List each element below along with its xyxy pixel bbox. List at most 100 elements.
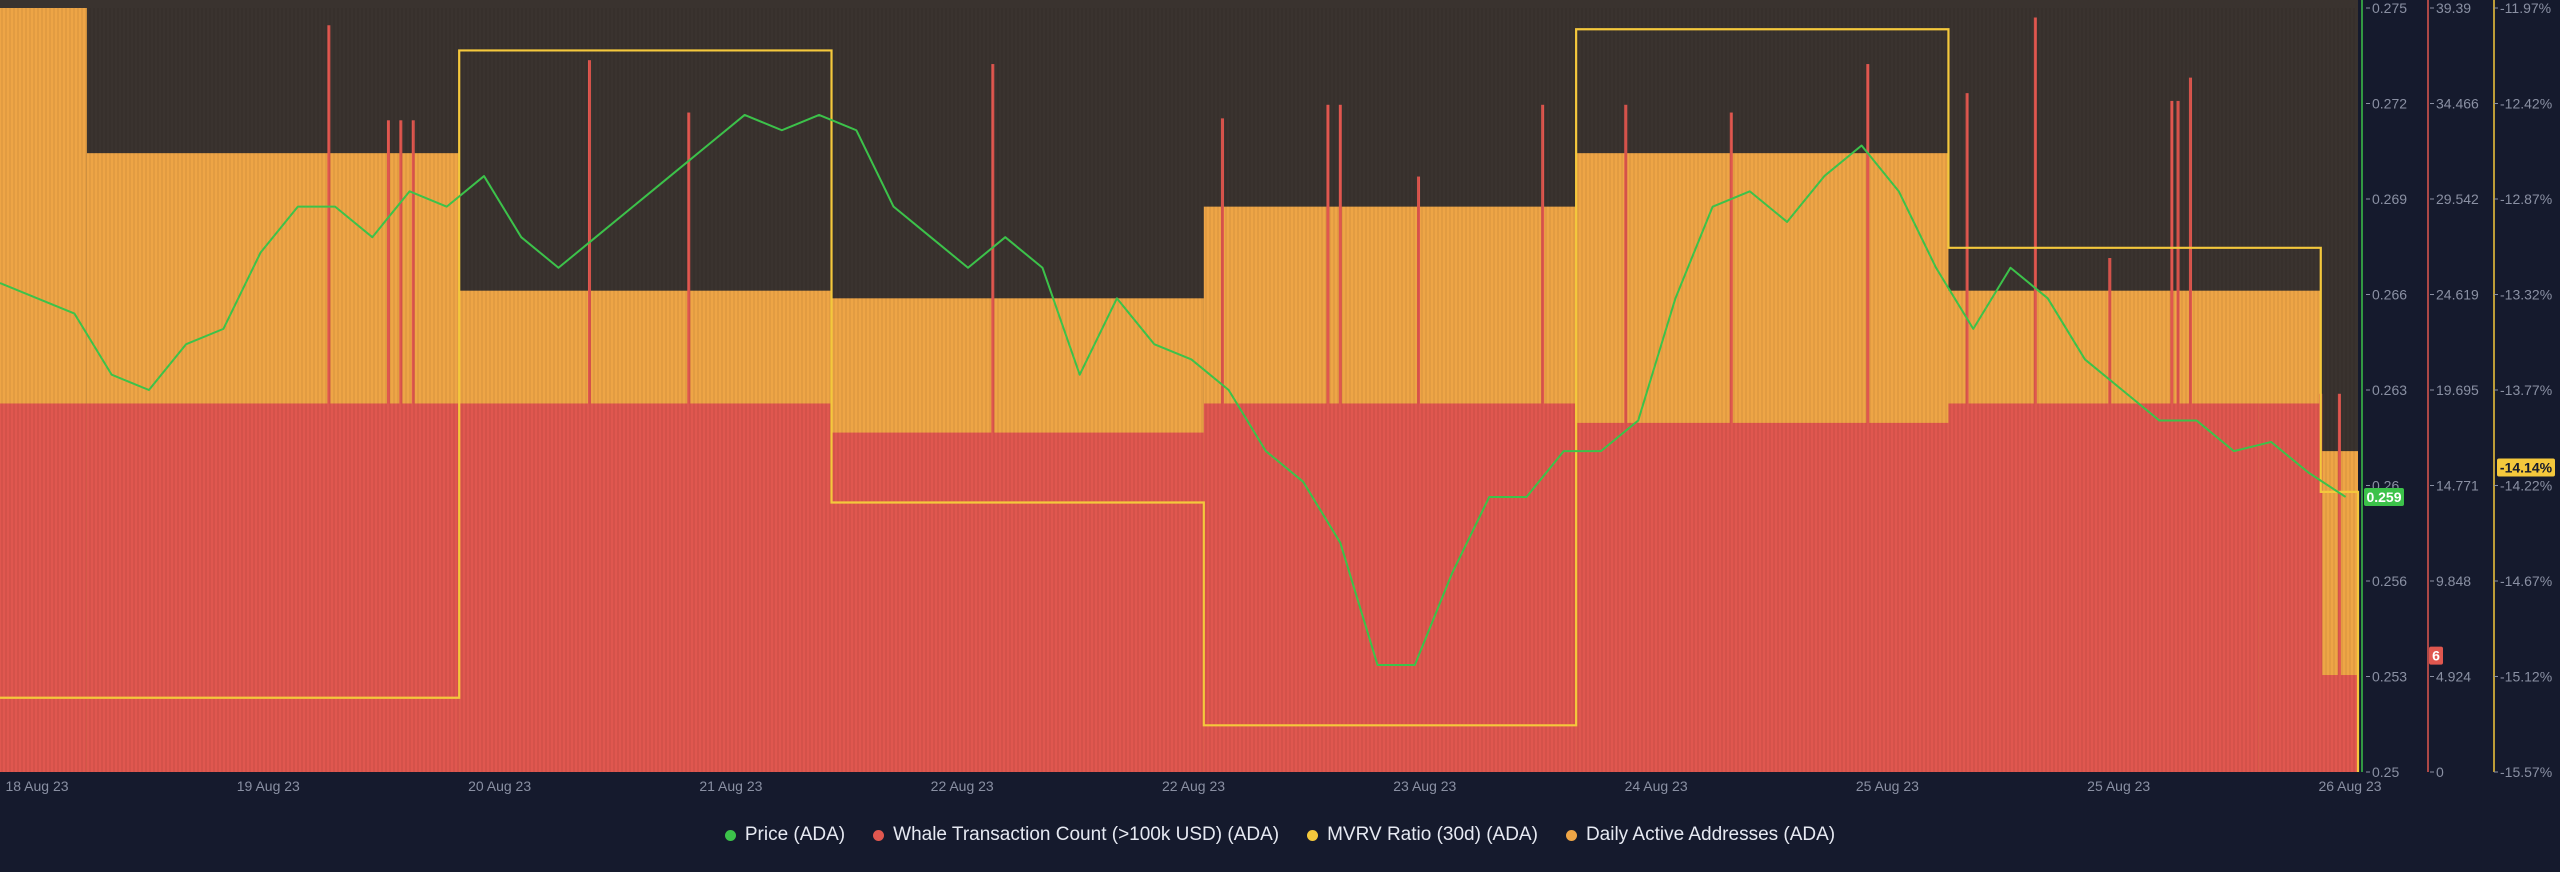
y-axis-ticks: 0.2750.2720.2690.2660.2630.260.2560.2530… xyxy=(2366,0,2552,780)
whale-bar xyxy=(2188,77,2192,773)
mvrv-axis-tick-label: -12.42% xyxy=(2500,96,2552,112)
x-tick-label: 25 Aug 23 xyxy=(1856,778,1919,794)
whale-bar xyxy=(2108,258,2112,772)
mvrv-axis-tick-label: -12.87% xyxy=(2500,191,2552,207)
whale-base-6 xyxy=(1948,403,2259,772)
whale-bar xyxy=(1417,176,1421,772)
x-tick-label: 21 Aug 23 xyxy=(699,778,762,794)
legend-label-daa: Daily Active Addresses (ADA) xyxy=(1585,824,1836,845)
whale-bar xyxy=(1220,118,1224,773)
whale-axis-tick-label: 24.619 xyxy=(2436,287,2479,303)
mvrv-current-badge-text: -14.14% xyxy=(2500,460,2553,476)
price-axis-tick-label: 0.272 xyxy=(2372,96,2407,112)
mvrv-axis-tick-label: -13.77% xyxy=(2500,382,2552,398)
x-axis-ticks: 18 Aug 23 19 Aug 23 20 Aug 23 21 Aug 23 22 A… xyxy=(5,778,2381,794)
whale-axis-tick-label: 0 xyxy=(2436,764,2444,780)
x-tick-label: 24 Aug 23 xyxy=(1625,778,1688,794)
x-tick-label: 22 Aug 23 xyxy=(931,778,994,794)
whale-axis-tick-label: 39.39 xyxy=(2436,0,2471,16)
legend-swatch-price xyxy=(724,829,736,841)
price-series xyxy=(0,113,2347,667)
whale-bar xyxy=(2170,100,2174,772)
whale-current-badge-bg xyxy=(2429,646,2443,665)
whale-bar xyxy=(2337,393,2341,772)
x-tick-label: 18 Aug 23 xyxy=(5,778,68,794)
bar-hatch-overlay xyxy=(1,8,2355,772)
whale-base-0 xyxy=(0,403,87,772)
price-axis-tick-label: 0.269 xyxy=(2372,191,2407,207)
legend-label-mvrv: MVRV Ratio (30d) (ADA) xyxy=(1327,824,1538,845)
legend: Price (ADA) Whale Transaction Count (>10… xyxy=(0,818,2560,852)
whale-axis-tick-label: 34.466 xyxy=(2436,96,2479,112)
whale-base-1 xyxy=(86,403,460,772)
whale-bar xyxy=(687,112,691,773)
x-tick-label: 26 Aug 23 xyxy=(2318,778,2381,794)
whale-transaction-series xyxy=(0,17,2358,773)
price-current-badge-bg xyxy=(2364,487,2404,506)
x-tick-label: 23 Aug 23 xyxy=(1393,778,1456,794)
whale-bar xyxy=(1866,64,1870,772)
legend-label-whale: Whale Transaction Count (>100k USD) (ADA… xyxy=(893,824,1280,845)
mvrv-ratio-series xyxy=(0,28,2360,772)
whale-current-badge-text: 6 xyxy=(2432,648,2440,664)
price-axis-tick-label: 0.25 xyxy=(2372,764,2399,780)
whale-base-5 xyxy=(1576,422,1949,772)
mvrv-axis-tick-label: -13.32% xyxy=(2500,287,2552,303)
mvrv-axis-tick-label: -14.22% xyxy=(2500,478,2552,494)
mvrv-current-badge-bg xyxy=(2497,458,2555,477)
bar-hatch xyxy=(1,8,2355,772)
whale-bar xyxy=(1624,104,1628,772)
whale-axis-tick-label: 4.924 xyxy=(2436,669,2471,685)
legend-swatch-mvrv xyxy=(1307,829,1319,841)
legend-item-daa[interactable]: Daily Active Addresses (ADA) xyxy=(1565,824,1836,846)
legend-item-mvrv[interactable]: MVRV Ratio (30d) (ADA) xyxy=(1307,824,1538,846)
whale-axis-tick-label: 9.848 xyxy=(2436,573,2471,589)
whale-bar xyxy=(2319,393,2323,772)
price-axis-tick-label: 0.263 xyxy=(2372,382,2407,398)
whale-base-7 xyxy=(2258,403,2321,772)
legend-swatch-daa xyxy=(1565,829,1577,841)
whale-bar xyxy=(399,120,403,773)
x-tick-label: 22 Aug 23 xyxy=(1162,778,1225,794)
axes xyxy=(2361,0,2495,772)
whale-bar xyxy=(386,120,390,773)
whale-bar xyxy=(2176,100,2180,772)
mvrv-line xyxy=(0,28,2360,772)
whale-base-3 xyxy=(831,432,1204,772)
whale-base-4 xyxy=(1203,403,1577,772)
legend-label-price: Price (ADA) xyxy=(744,824,846,845)
whale-bar xyxy=(327,25,331,772)
whale-bar xyxy=(991,64,995,772)
whale-bar xyxy=(1965,93,1969,772)
whale-bar xyxy=(411,120,415,773)
price-current-badge-text: 0.259 xyxy=(2366,489,2401,505)
whale-axis-tick-label: 14.771 xyxy=(2436,478,2479,494)
whale-axis-tick-label: 29.542 xyxy=(2436,191,2479,207)
legend-item-whale[interactable]: Whale Transaction Count (>100k USD) (ADA… xyxy=(873,824,1279,846)
price-axis-tick-label: 0.266 xyxy=(2372,287,2407,303)
legend-item-price[interactable]: Price (ADA) xyxy=(724,824,846,846)
whale-bar xyxy=(588,60,591,772)
whale-bar xyxy=(1729,112,1733,773)
whale-bar xyxy=(1338,104,1342,772)
price-axis-tick-label: 0.275 xyxy=(2372,0,2407,16)
whale-axis-tick-label: 19.695 xyxy=(2436,382,2479,398)
mvrv-axis-tick-label: -11.97% xyxy=(2500,0,2551,16)
x-tick-label: 25 Aug 23 xyxy=(2087,778,2150,794)
whale-bar xyxy=(2033,17,2037,773)
x-tick-label: 19 Aug 23 xyxy=(237,778,300,794)
whale-bar xyxy=(1326,104,1330,772)
whale-bar xyxy=(1541,104,1545,772)
mvrv-axis-tick-label: -15.57% xyxy=(2500,764,2552,780)
price-axis-tick-label: 0.256 xyxy=(2372,573,2407,589)
current-value-badges: 0.259 6 -14.14% xyxy=(2364,458,2555,665)
mvrv-axis-tick-label: -15.12% xyxy=(2500,669,2552,685)
mvrv-axis-tick-label: -14.67% xyxy=(2500,573,2552,589)
price-line xyxy=(0,113,2347,667)
whale-base-2 xyxy=(459,403,832,772)
price-axis-tick-label: 0.253 xyxy=(2372,669,2407,685)
legend-swatch-whale xyxy=(873,829,885,841)
x-tick-label: 20 Aug 23 xyxy=(468,778,531,794)
